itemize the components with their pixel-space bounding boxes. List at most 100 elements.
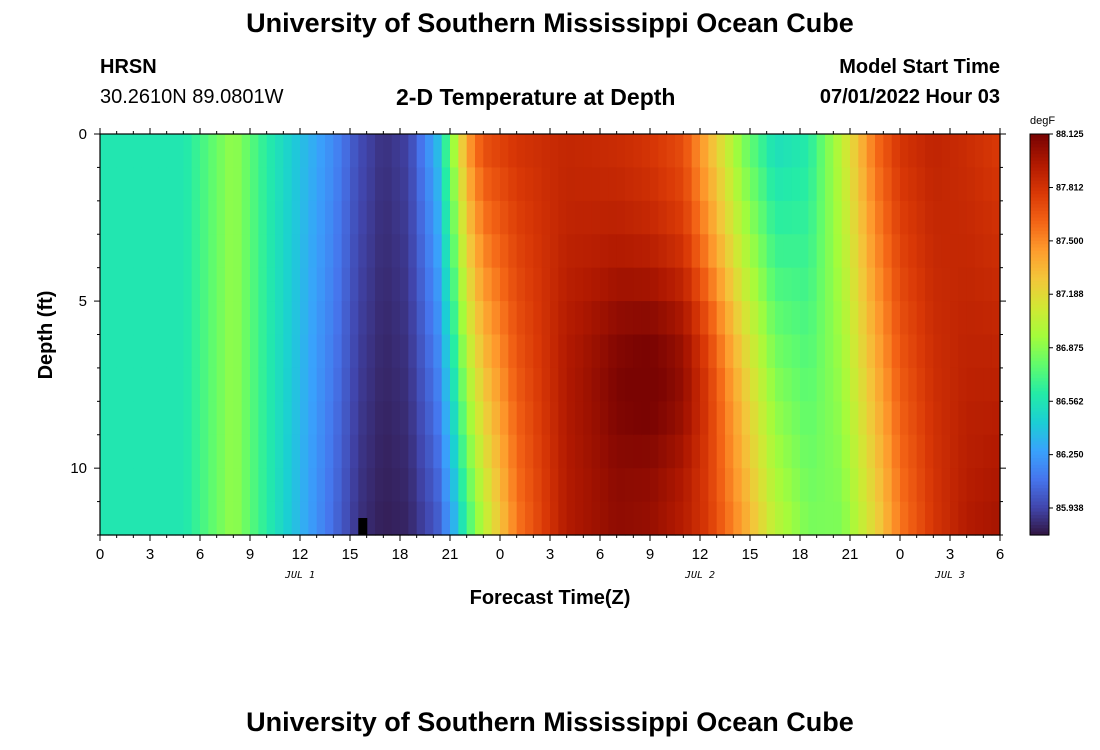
heatmap-cell [875,134,884,169]
heatmap-cell [533,434,543,469]
heatmap-cell [783,134,793,169]
heatmap-cell [733,501,743,536]
heatmap-cell [891,468,901,503]
heatmap-cell [583,234,593,269]
heatmap-cell [625,434,634,469]
heatmap-cell [550,301,559,336]
heatmap-cell [266,234,276,269]
heatmap-cell [525,134,534,169]
heatmap-cell [616,134,626,169]
heatmap-cell [708,200,718,235]
heatmap-cell [533,334,543,369]
heatmap-cell [766,401,776,436]
heatmap-cell [933,367,943,402]
heatmap-cell [766,501,776,536]
heatmap-cell [108,434,118,469]
heatmap-cell [266,501,276,536]
heatmap-cell [125,200,134,235]
heatmap-cell [650,134,659,169]
heatmap-cell [833,334,843,369]
colorbar-swatch [1030,167,1049,172]
heatmap-cell [850,167,859,202]
heatmap-cell [133,468,143,503]
heatmap-cell [758,367,768,402]
heatmap-cell [225,434,234,469]
heatmap-cell [700,134,709,169]
heatmap-cell [758,134,768,169]
heatmap-cell [700,200,709,235]
heatmap-cell [100,367,109,402]
heatmap-cell [633,434,643,469]
heatmap-cell [975,501,984,536]
heatmap-cell [600,167,609,202]
heatmap-cell [183,167,193,202]
heatmap-cell [941,367,951,402]
heatmap-cell [291,301,301,336]
heatmap-cell [125,434,134,469]
heatmap-cell [725,167,734,202]
heatmap-cell [141,334,151,369]
heatmap-cell [700,434,709,469]
heatmap-cell [800,134,809,169]
heatmap-cell [416,200,426,235]
heatmap-cell [958,334,968,369]
heatmap-cell [450,134,459,169]
date-label: JUL 2 [684,570,715,581]
heatmap-cell [891,501,901,536]
heatmap-cell [400,200,409,235]
colorbar-swatch [1030,260,1049,265]
heatmap-cell [166,134,176,169]
heatmap-cell [258,501,268,536]
heatmap-cell [716,167,726,202]
colorbar-swatch [1030,528,1049,533]
heatmap-cell [691,367,701,402]
heatmap-cell [625,301,634,336]
heatmap-cell [966,134,976,169]
heatmap-cell [208,267,218,302]
heatmap-cell [650,301,659,336]
heatmap-cell [800,401,809,436]
heatmap-cell [591,434,601,469]
heatmap-cell [683,267,693,302]
y-tick-label: 10 [70,460,87,477]
heatmap-cell [675,401,684,436]
heatmap-cell [316,200,326,235]
heatmap-cell [150,234,159,269]
heatmap-cell [375,401,384,436]
heatmap-cell [425,501,434,536]
heatmap-cell [583,501,593,536]
heatmap-cell [908,501,918,536]
heatmap-cell [958,200,968,235]
heatmap-cell [808,367,818,402]
heatmap-cell [883,234,893,269]
y-tick-label: 0 [79,126,87,143]
heatmap-cell [691,301,701,336]
heatmap-cell [308,234,318,269]
heatmap-cell [141,234,151,269]
heatmap-cell [675,501,684,536]
heatmap-cell [350,501,359,536]
heatmap-cell [525,367,534,402]
heatmap-cell [933,301,943,336]
heatmap-cell [816,334,826,369]
heatmap-cell [866,200,876,235]
heatmap-cell [291,501,301,536]
colorbar-swatch [1030,341,1049,346]
colorbar-swatch [1030,344,1049,349]
colorbar-tick-label: 87.500 [1056,236,1084,246]
heatmap-cell [766,167,776,202]
heatmap-cell [166,301,176,336]
heatmap-cell [833,401,843,436]
heatmap-cell [216,401,226,436]
colorbar-swatch [1030,324,1049,329]
heatmap-cell [291,234,301,269]
x-tick-label: 6 [196,546,204,563]
heatmap-cell [241,134,251,169]
heatmap-cell [216,134,226,169]
colorbar-swatch [1030,170,1049,175]
heatmap-cell [125,468,134,503]
heatmap-cell [750,334,759,369]
heatmap-cell [333,200,343,235]
heatmap-cell [108,367,118,402]
heatmap-cell [908,434,918,469]
